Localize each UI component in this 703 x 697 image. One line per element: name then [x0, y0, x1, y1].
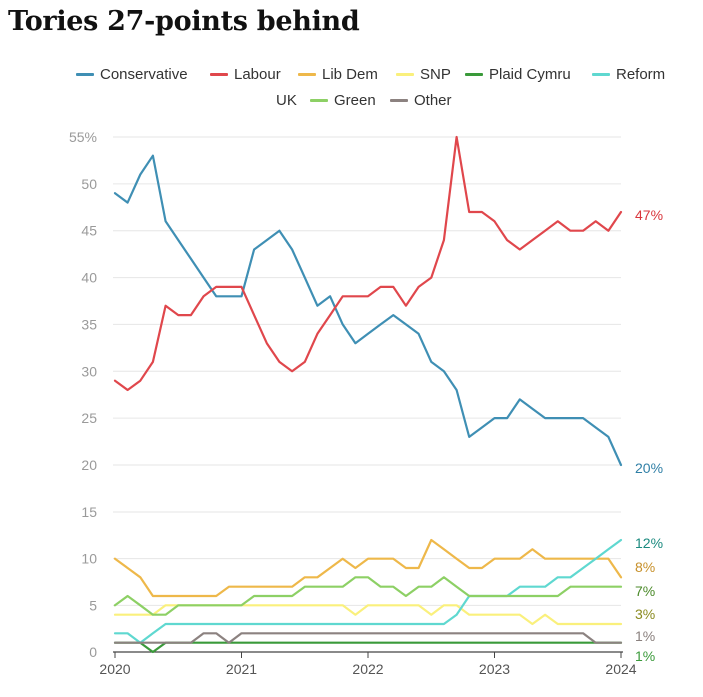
- y-tick-label-main: 30: [81, 363, 97, 379]
- y-tick-label-main: 40: [81, 270, 97, 286]
- x-tick-label: 2021: [226, 661, 257, 677]
- series-line-snp: [113, 604, 623, 626]
- y-tick-label-lower: 5: [89, 597, 97, 613]
- series-lines: [113, 135, 623, 654]
- legend-label-reform: Reform: [616, 66, 666, 83]
- legend-item-lib-dem[interactable]: Lib Dem: [298, 66, 378, 83]
- series-line-green: [113, 576, 623, 616]
- chart-title: Tories 27-points behind: [8, 6, 360, 37]
- end-labels: 20% 47% 8% 3% 1% 12% 7% 1%: [635, 207, 663, 664]
- legend-label-other: Other: [414, 92, 452, 109]
- end-label-plaid-cymru: 1%: [635, 648, 655, 664]
- end-label-lib-dem: 8%: [635, 559, 655, 575]
- y-tick-label-lower: 0: [89, 644, 97, 660]
- legend-item-labour[interactable]: Labour: [210, 66, 281, 83]
- x-tick-label: 2024: [605, 661, 636, 677]
- legend-label-green: Green: [334, 92, 376, 109]
- legend-item-reform-uk-cont: UK: [276, 92, 297, 109]
- y-tick-label-main: 20: [81, 457, 97, 473]
- x-tick-label: 2020: [99, 661, 130, 677]
- end-label-snp: 3%: [635, 606, 655, 622]
- legend-swatch-labour: [210, 73, 228, 76]
- y-tick-label-main: 55%: [69, 129, 97, 145]
- y-tick-label-lower: 10: [81, 551, 97, 567]
- y-tick-label-main: 25: [81, 410, 97, 426]
- legend-label-conservative: Conservative: [100, 66, 188, 83]
- end-label-labour: 47%: [635, 207, 663, 223]
- x-tick-label: 2022: [352, 661, 383, 677]
- legend-label-labour: Labour: [234, 66, 281, 83]
- series-line-lib-dem: [113, 538, 623, 598]
- legend-swatch-reform: [592, 73, 610, 76]
- legend-item-reform[interactable]: Reform: [592, 66, 665, 83]
- end-label-green: 7%: [635, 583, 655, 599]
- y-tick-label-main: 45: [81, 223, 97, 239]
- legend-swatch-conservative: [76, 73, 94, 76]
- legend-label-uk: UK: [276, 92, 297, 109]
- legend-item-conservative[interactable]: Conservative: [76, 66, 188, 83]
- series-line-plaid-cymru: [113, 641, 623, 654]
- legend-label-lib-dem: Lib Dem: [322, 66, 378, 83]
- legend-label-plaid-cymru: Plaid Cymru: [489, 66, 571, 83]
- series-line-reform-uk: [113, 538, 623, 644]
- legend-item-green[interactable]: Green: [310, 92, 376, 109]
- legend-swatch-plaid-cymru: [465, 73, 483, 76]
- legend-swatch-green: [310, 99, 328, 102]
- legend-swatch-other: [390, 99, 408, 102]
- legend-swatch-lib-dem: [298, 73, 316, 76]
- series-line-conservative: [113, 154, 623, 467]
- x-tick-label: 2023: [479, 661, 510, 677]
- gridlines: [113, 136, 621, 653]
- legend-item-plaid-cymru[interactable]: Plaid Cymru: [465, 66, 571, 83]
- legend-item-snp[interactable]: SNP: [396, 66, 451, 83]
- legend-swatch-snp: [396, 73, 414, 76]
- end-label-conservative: 20%: [635, 460, 663, 476]
- end-label-other: 1%: [635, 628, 655, 644]
- y-tick-label-main: 35: [81, 316, 97, 332]
- series-line-other: [113, 632, 623, 644]
- y-tick-label-lower: 15: [81, 504, 97, 520]
- end-label-reform-uk: 12%: [635, 535, 663, 551]
- legend-item-other[interactable]: Other: [390, 92, 452, 109]
- legend-label-snp: SNP: [420, 66, 451, 83]
- y-tick-label-main: 50: [81, 176, 97, 192]
- series-line-labour: [113, 135, 623, 392]
